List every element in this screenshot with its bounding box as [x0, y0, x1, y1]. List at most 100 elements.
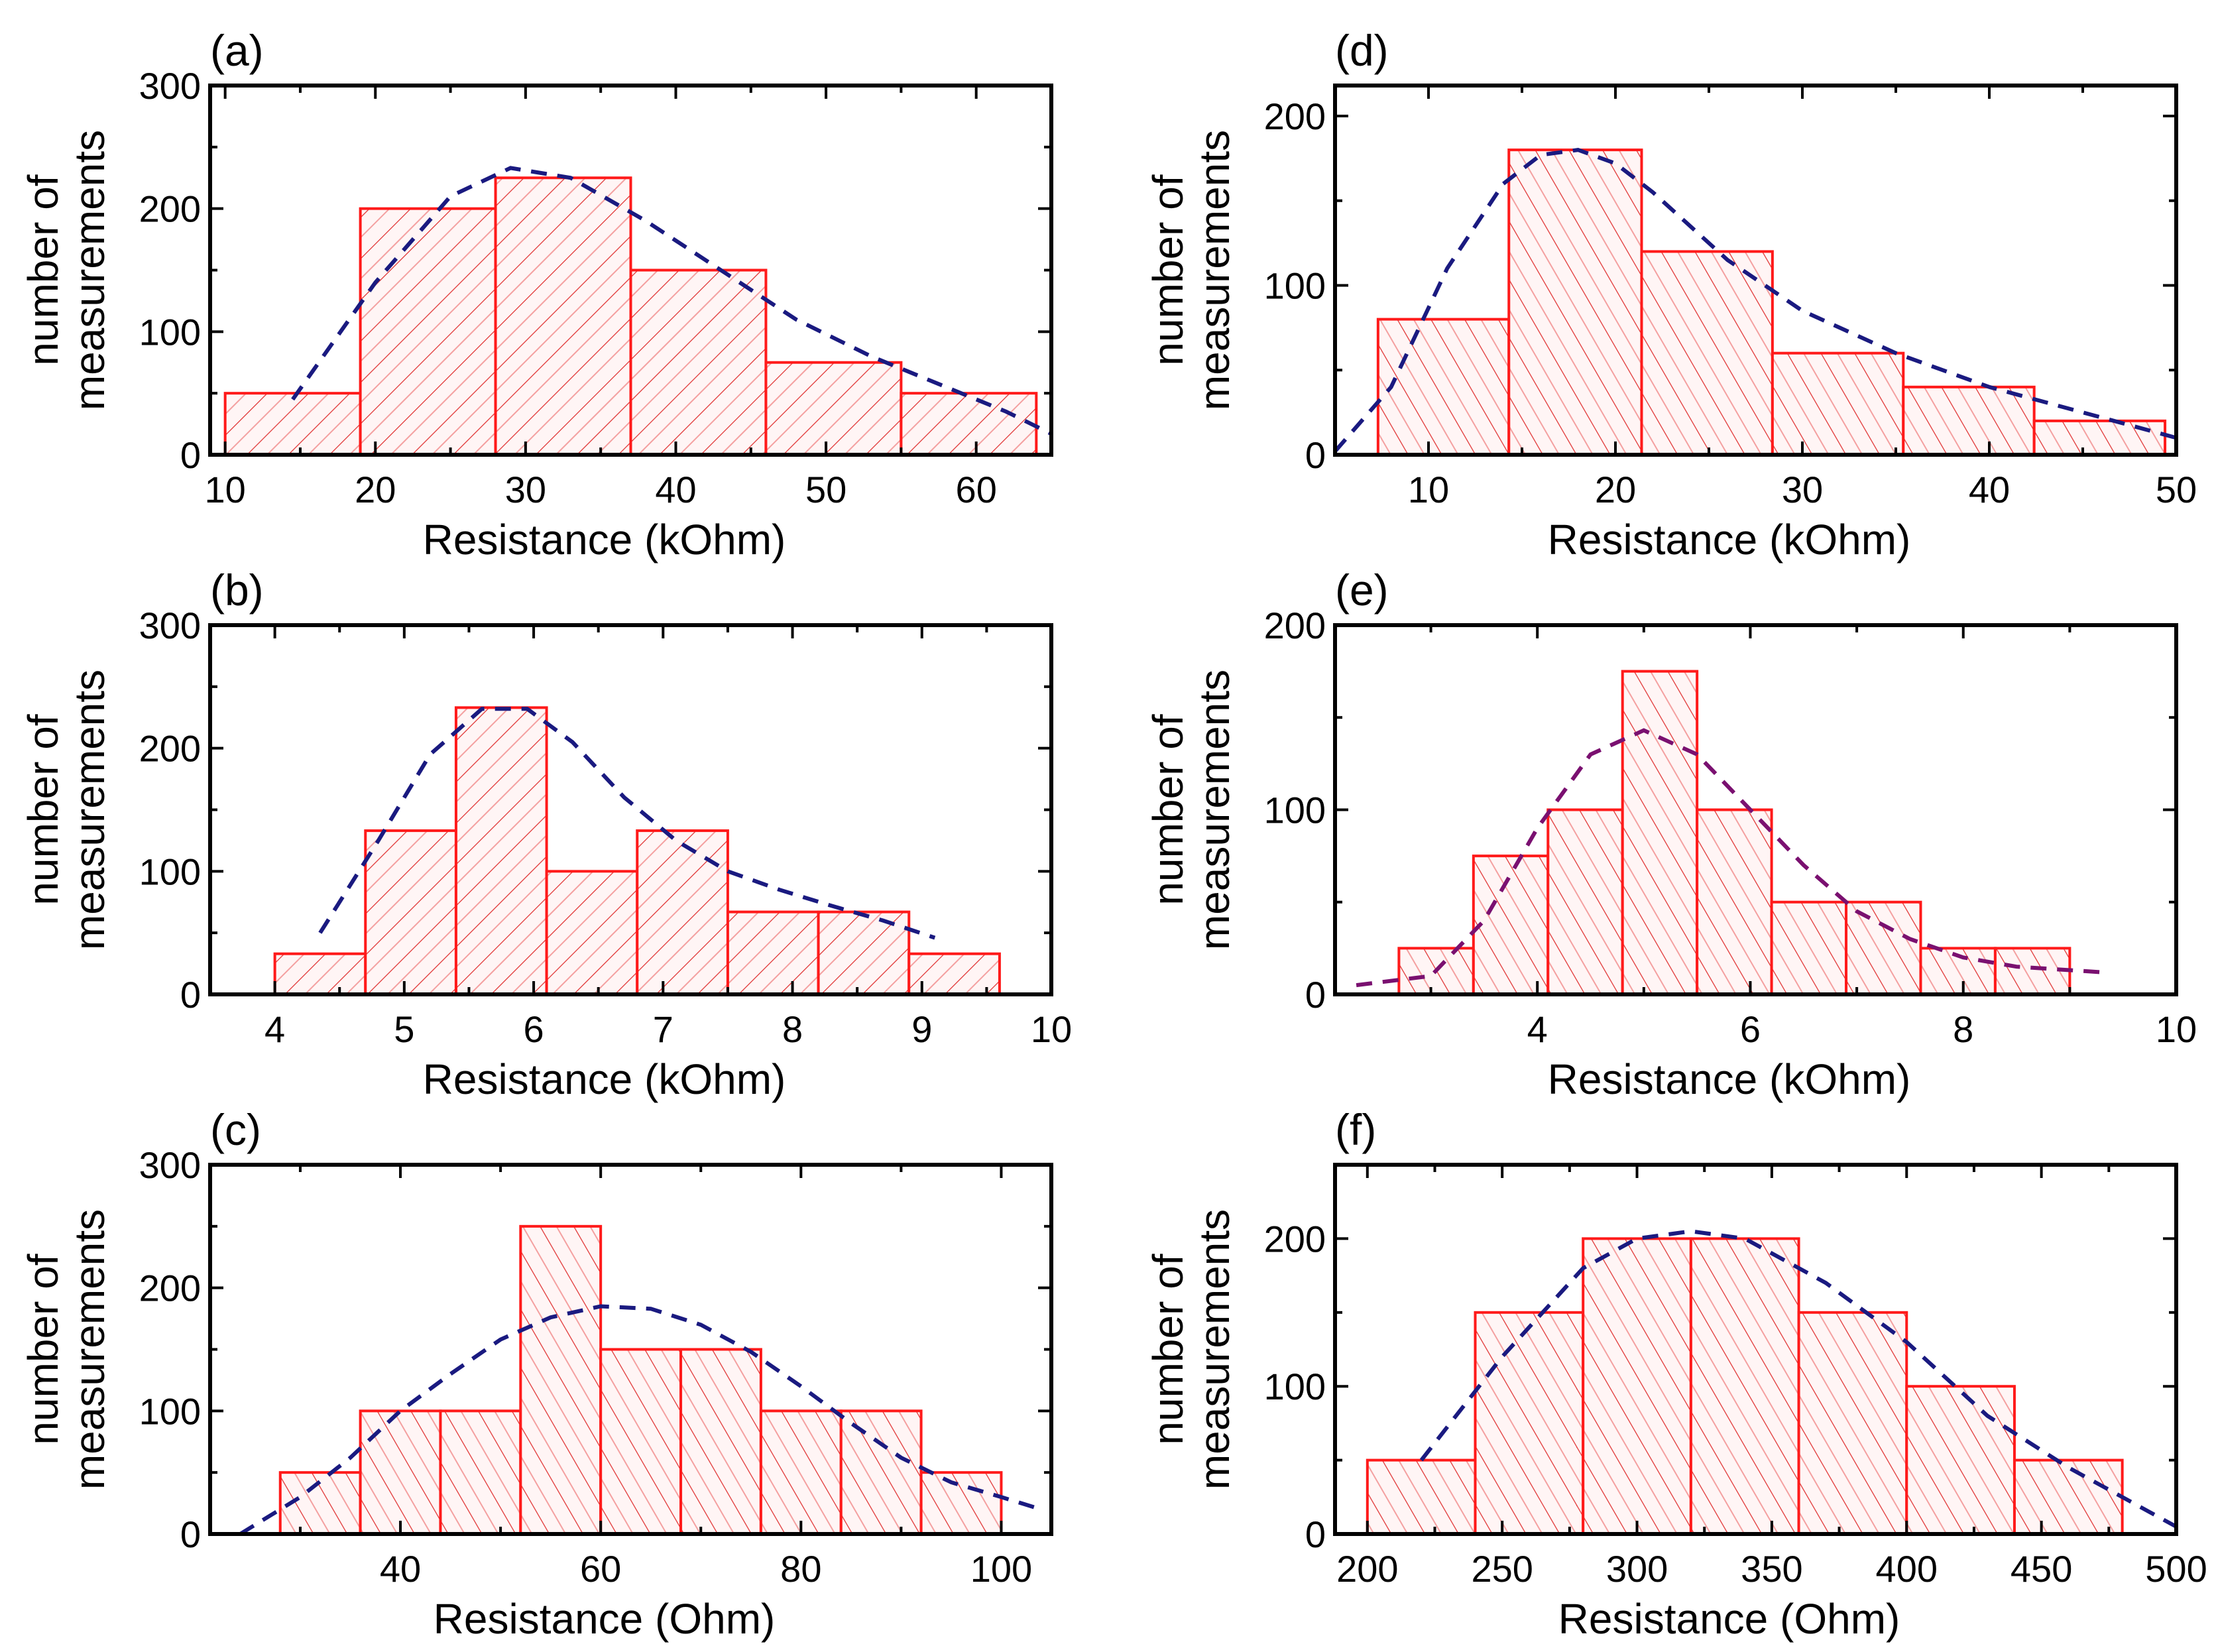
x-tick-label: 40 — [1969, 469, 2010, 510]
y-axis-label-line1: number of — [19, 714, 67, 905]
histogram-bar — [1696, 808, 1773, 996]
x-tick-label: 80 — [780, 1548, 821, 1590]
panel-label: (a) — [210, 26, 264, 75]
x-tick-label: 60 — [956, 469, 997, 510]
y-tick-label: 0 — [1305, 434, 1326, 476]
y-tick-label: 0 — [180, 974, 201, 1016]
x-tick-label: 10 — [2156, 1008, 2197, 1050]
x-tick-label: 10 — [1031, 1008, 1072, 1050]
x-tick-label: 6 — [1740, 1008, 1761, 1050]
x-tick-label: 50 — [805, 469, 846, 510]
ticks — [1335, 1163, 2178, 1535]
y-axis-label-line1: number of — [19, 174, 67, 365]
y-tick-label: 300 — [139, 65, 201, 107]
x-tick-label: 30 — [1782, 469, 1823, 510]
x-tick-label: 9 — [911, 1008, 932, 1050]
y-tick-label: 100 — [139, 311, 201, 353]
y-axis-label-line2: measurements — [1191, 130, 1238, 410]
histogram-bar — [1376, 318, 1511, 457]
y-axis-label-line1: number of — [19, 1254, 67, 1445]
y-axis-label-line2: measurements — [1191, 1209, 1238, 1490]
y-tick-label: 0 — [180, 1513, 201, 1555]
plot-frame — [1333, 84, 2178, 457]
y-tick-label: 100 — [1264, 265, 1326, 306]
y-axis-label-line1: number of — [1144, 174, 1192, 365]
histogram-bar — [1546, 808, 1624, 996]
bars — [1366, 1237, 2124, 1536]
panel-label: (d) — [1335, 26, 1389, 75]
ticks — [1334, 86, 2178, 456]
ticks — [1335, 624, 2178, 996]
fit-curve — [1419, 1229, 2178, 1529]
histogram-bar — [1902, 385, 2036, 456]
histogram-bar — [1689, 1237, 1800, 1536]
y-axis-label-line2: measurements — [66, 130, 113, 410]
histogram-bar — [2012, 1458, 2124, 1536]
y-tick-label: 200 — [1264, 1218, 1326, 1260]
x-tick-label: 300 — [1606, 1548, 1668, 1590]
x-axis-label: Resistance (kOhm) — [423, 516, 786, 563]
x-tick-label: 20 — [1595, 469, 1636, 510]
histogram-bar — [454, 706, 548, 996]
fit-curve — [239, 1304, 1042, 1536]
histogram-bar — [494, 176, 632, 456]
x-axis-label: Resistance (kOhm) — [1548, 516, 1911, 563]
y-axis-label-line2: measurements — [66, 670, 113, 950]
histogram-bar — [273, 952, 367, 996]
histogram-bar — [817, 910, 911, 996]
x-tick-label: 200 — [1336, 1548, 1398, 1590]
x-axis-label: Resistance (Ohm) — [434, 1595, 776, 1643]
x-tick-label: 40 — [380, 1548, 421, 1590]
x-tick-label: 5 — [394, 1008, 414, 1050]
fit-curve — [318, 707, 936, 940]
x-tick-label: 100 — [970, 1548, 1032, 1590]
x-tick-label: 250 — [1471, 1548, 1533, 1590]
histogram-bar — [1474, 1311, 1585, 1536]
x-tick-label: 50 — [2156, 469, 2197, 510]
histogram-bar — [1905, 1385, 2016, 1535]
panel-label: (b) — [210, 565, 264, 615]
histogram-bar — [1771, 351, 1905, 457]
fit-curve — [1356, 728, 2102, 988]
histogram-bar — [636, 829, 729, 996]
x-tick-label: 8 — [1953, 1008, 1973, 1050]
histogram-bar — [1797, 1311, 1908, 1536]
y-tick-label: 100 — [139, 851, 201, 892]
y-tick-label: 300 — [139, 1144, 201, 1186]
x-axis-label: Resistance (kOhm) — [1548, 1055, 1911, 1103]
histogram-bar — [1472, 855, 1550, 996]
histogram-bar — [2032, 419, 2167, 457]
x-tick-label: 350 — [1741, 1548, 1802, 1590]
x-tick-label: 4 — [264, 1008, 285, 1050]
histogram-bar — [223, 392, 362, 457]
y-tick-label: 100 — [139, 1390, 201, 1432]
histogram-bar — [1845, 900, 1922, 996]
y-tick-label: 200 — [1264, 605, 1326, 646]
y-axis-label-line1: number of — [1144, 1254, 1192, 1445]
panel-label: (c) — [210, 1105, 261, 1154]
panel-d: 10 20 30 40 50 0 100 200 Resistance (kOhm) number… — [1144, 26, 2197, 563]
bars — [273, 706, 1001, 996]
histogram-bar — [439, 1409, 522, 1535]
plot-frame — [1333, 1163, 2178, 1536]
fit-curve — [291, 166, 1053, 436]
histogram-bar — [919, 1471, 1003, 1536]
histogram-bar — [759, 1409, 843, 1535]
histogram-bar — [1507, 148, 1643, 456]
histogram-bar — [364, 829, 457, 996]
y-tick-label: 100 — [1264, 1366, 1326, 1407]
x-tick-label: 10 — [1408, 469, 1449, 510]
bars — [278, 1224, 1003, 1536]
x-axis-label: Resistance (Ohm) — [1558, 1595, 1900, 1643]
x-tick-label: 450 — [2011, 1548, 2072, 1590]
x-axis-label: Resistance (kOhm) — [423, 1055, 786, 1103]
histogram-bar — [1621, 670, 1699, 996]
x-tick-label: 30 — [505, 469, 546, 510]
x-tick-label: 10 — [205, 469, 246, 510]
histogram-bar — [1640, 250, 1774, 456]
y-axis-label-line2: measurements — [1191, 670, 1238, 950]
x-tick-label: 7 — [653, 1008, 673, 1050]
